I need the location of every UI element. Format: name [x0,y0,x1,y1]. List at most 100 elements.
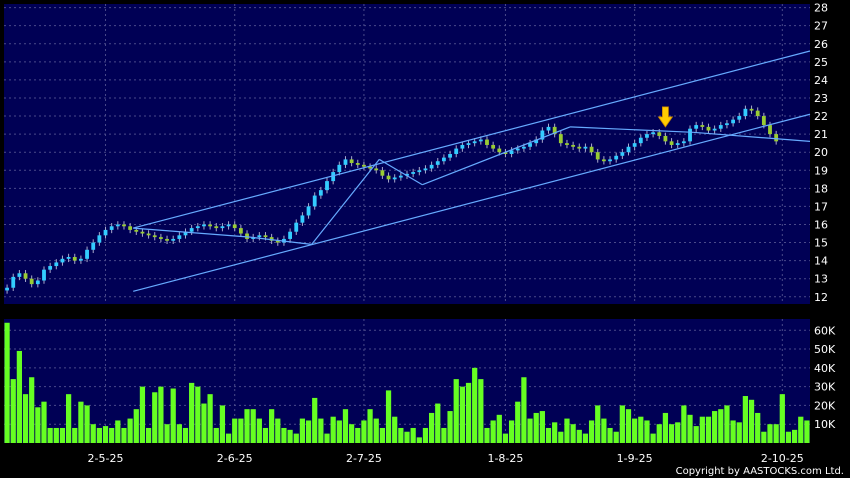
candle-down [214,226,219,229]
price-tick-label: 24 [814,74,828,87]
candle-down [128,226,133,230]
volume-bar [170,388,176,443]
candle-up [614,155,619,160]
candle-up [97,235,102,243]
candle-up [423,168,428,171]
candle-down [146,233,151,236]
volume-bar [244,409,250,443]
candle-down [663,135,668,142]
candle-up [306,206,311,216]
volume-bar [90,424,96,443]
price-tick-label: 15 [814,237,828,250]
date-tick-label: 2-5-25 [88,452,124,465]
volume-bar [570,424,576,443]
volume-bar [385,390,392,443]
date-tick-label: 2-7-25 [346,452,382,465]
volume-bar [625,409,632,443]
candle-up [177,235,182,239]
price-tick-label: 22 [814,110,828,123]
volume-bar [730,420,736,443]
candle-down [669,141,674,145]
volume-bar [435,403,441,443]
candle-up [632,143,637,147]
volume-bar [502,433,509,443]
candle-down [368,166,372,169]
volume-bar [102,426,109,443]
candle-up [66,257,71,259]
candle-down [134,229,139,232]
volume-bar [533,412,539,443]
candle-down [497,148,502,153]
candle-up [220,226,225,229]
volume-bar [539,411,545,443]
candle-up [546,126,551,131]
price-tick-label: 14 [814,255,828,268]
volume-bar [527,418,533,443]
volume-tick-label: 30K [814,381,836,394]
candle-up [515,148,520,151]
candle-up [442,157,446,162]
volume-bar [207,394,213,443]
candle-up [115,224,120,227]
volume-bar [158,386,164,443]
candle-up [288,231,293,239]
volume-bar [299,418,306,443]
volume-tick-label: 50K [814,343,836,356]
volume-bar [232,418,238,443]
volume-axis-labels: 10K 20K 30K 40K 50K 60K [814,324,836,431]
candle-up [478,139,483,142]
volume-bar [293,433,299,443]
volume-bar [718,409,724,443]
volume-bar [588,420,595,443]
price-tick-label: 25 [814,56,828,69]
volume-bar [736,422,742,443]
volume-bar [798,416,804,443]
price-axis-labels: 12 13 14 15 16 17 18 19 20 21 22 23 24 25 26 27 28 [814,2,828,304]
volume-bars [4,322,810,443]
candle-down [589,146,594,153]
candle-up [42,269,46,281]
candle-up [737,116,742,120]
candle-up [725,123,729,126]
date-tick-label: 2-10-25 [761,452,804,465]
volume-tick-label: 60K [814,324,836,337]
volume-bar [22,394,29,443]
volume-bar [779,394,785,443]
candle-up [171,238,176,241]
volume-bar [508,420,515,443]
volume-tick-label: 40K [814,362,836,375]
candle-down [558,134,563,144]
candle-up [85,249,89,259]
candle-down [386,175,391,180]
price-tick-label: 26 [814,38,828,51]
volume-bar [262,427,269,443]
price-tick-label: 13 [814,273,828,286]
candle-up [392,177,397,180]
candle-down [571,144,576,147]
volume-bar [182,427,189,443]
candle-up [183,231,188,236]
volume-bar [133,409,139,443]
volume-bar [472,367,478,443]
candle-up [435,161,440,165]
candle-up [466,143,471,145]
volume-bar [668,424,675,443]
volume-bar [613,431,619,443]
candle-up [226,224,231,227]
candle-up [583,146,588,149]
candle-up [534,139,539,144]
candle-down [158,237,163,239]
volume-bar [29,377,35,443]
volume-bar [453,379,459,443]
volume-bar [361,420,367,443]
price-tick-label: 17 [814,200,828,213]
volume-bar [515,401,521,443]
volume-bar [761,431,767,443]
volume-bar [459,386,465,443]
candle-up [528,143,532,147]
date-tick-label: 1-9-25 [617,452,653,465]
volume-bar [607,427,613,443]
candle-up [48,266,53,270]
volume-bar [59,427,66,443]
